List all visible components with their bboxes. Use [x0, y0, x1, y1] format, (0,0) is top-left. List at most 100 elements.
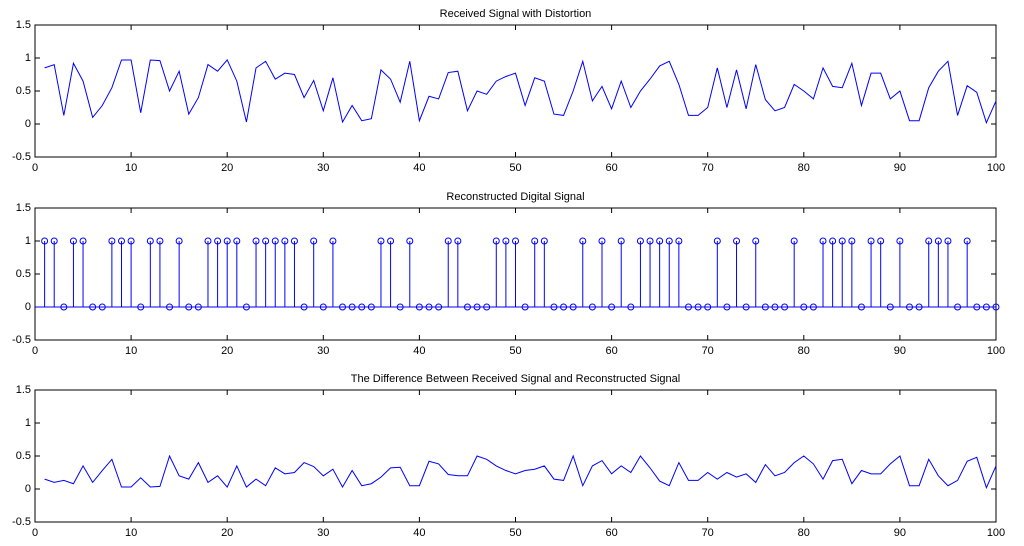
stem-marker — [944, 237, 952, 245]
y-tick-label: 0.5 — [16, 85, 31, 97]
signal-line — [44, 59, 997, 125]
stem-marker — [646, 237, 654, 245]
stem-marker — [214, 237, 222, 245]
stem-marker — [665, 237, 673, 245]
stem-marker — [41, 237, 49, 245]
stem-marker — [636, 237, 644, 245]
stem-marker — [886, 303, 894, 311]
stem-marker — [79, 237, 87, 245]
x-tick-label: 10 — [125, 345, 137, 357]
stem-marker — [781, 303, 789, 311]
x-tick-label: 70 — [702, 162, 714, 174]
stem-marker — [579, 237, 587, 245]
stem-marker — [242, 303, 250, 311]
stem-marker — [290, 237, 298, 245]
stem-marker — [60, 303, 68, 311]
x-tick-label: 0 — [32, 345, 38, 357]
stem-marker — [809, 303, 817, 311]
y-tick-label: 0 — [25, 118, 31, 130]
y-tick-label: 0 — [25, 483, 31, 495]
x-tick-label: 90 — [894, 162, 906, 174]
y-tick-label: 1 — [25, 235, 31, 247]
y-tick-label: -0.5 — [12, 334, 31, 346]
stem-marker — [982, 303, 990, 311]
stem-marker — [512, 237, 519, 245]
stem-marker — [108, 237, 116, 245]
stem-marker — [166, 303, 174, 311]
stem-marker — [598, 237, 606, 245]
y-tick-label: -0.5 — [12, 151, 31, 163]
stem-marker — [915, 303, 923, 311]
x-tick-label: 0 — [32, 527, 38, 539]
signal-line — [44, 454, 997, 490]
stem-marker — [713, 237, 721, 245]
stem-marker — [329, 237, 337, 245]
stem-marker — [704, 303, 712, 311]
stem-marker — [425, 303, 433, 311]
stem-marker — [310, 237, 318, 245]
stem-marker — [233, 237, 241, 245]
x-tick-label: 10 — [125, 162, 137, 174]
x-tick-label: 30 — [317, 345, 329, 357]
stem-marker — [502, 237, 510, 245]
stem-marker — [684, 303, 692, 311]
stem-marker — [675, 237, 683, 245]
stem-marker — [752, 237, 760, 245]
y-tick-label: 1 — [25, 417, 31, 429]
stem-marker — [137, 303, 145, 311]
stem-marker — [906, 303, 914, 311]
stem-marker — [387, 237, 395, 245]
x-tick-label: 50 — [509, 527, 521, 539]
axes-frame — [34, 389, 997, 523]
stem-marker — [973, 303, 981, 311]
stem-marker — [694, 303, 702, 311]
stem-marker — [415, 303, 423, 311]
stem-marker — [204, 237, 212, 245]
stem-marker — [358, 303, 366, 311]
stem-marker — [492, 237, 500, 245]
y-tick-label: -0.5 — [12, 516, 31, 528]
stem-marker — [617, 237, 625, 245]
stem-marker — [98, 303, 106, 311]
axes-frame — [34, 24, 997, 158]
y-tick-label: 0.5 — [16, 450, 31, 462]
x-tick-label: 70 — [702, 527, 714, 539]
stem-marker — [89, 303, 97, 311]
stem-marker — [444, 237, 452, 245]
stem-marker — [761, 303, 769, 311]
stem-marker — [857, 303, 865, 311]
stem-marker — [473, 303, 481, 311]
stem-marker — [262, 237, 270, 245]
x-tick-label: 100 — [987, 162, 1005, 174]
stem-marker — [627, 303, 635, 311]
y-tick-label: 1.5 — [16, 202, 31, 214]
stem-marker — [396, 303, 404, 311]
x-tick-label: 90 — [894, 527, 906, 539]
x-tick-label: 50 — [509, 162, 521, 174]
y-tick-label: 0 — [25, 301, 31, 313]
x-tick-label: 40 — [413, 527, 425, 539]
chart-title: Reconstructed Digital Signal — [446, 191, 584, 203]
stem-marker — [521, 303, 529, 311]
x-tick-label: 20 — [221, 345, 233, 357]
stem-marker — [934, 237, 942, 245]
x-tick-label: 100 — [987, 345, 1005, 357]
stem-marker — [300, 303, 308, 311]
stem-marker — [771, 303, 779, 311]
stem-marker — [588, 303, 596, 311]
x-tick-label: 100 — [987, 527, 1005, 539]
stem-marker — [925, 237, 933, 245]
stem-marker — [829, 237, 837, 245]
stem-marker — [69, 237, 77, 245]
stem-marker — [146, 237, 154, 245]
stem-marker — [742, 303, 750, 311]
stem-marker — [560, 303, 568, 311]
y-tick-label: 1.5 — [16, 384, 31, 396]
stem-marker — [319, 303, 327, 311]
stem-marker — [992, 303, 1000, 311]
x-tick-label: 0 — [32, 162, 38, 174]
stem-marker — [550, 303, 558, 311]
stem-marker — [127, 237, 135, 245]
stem-marker — [540, 237, 548, 245]
